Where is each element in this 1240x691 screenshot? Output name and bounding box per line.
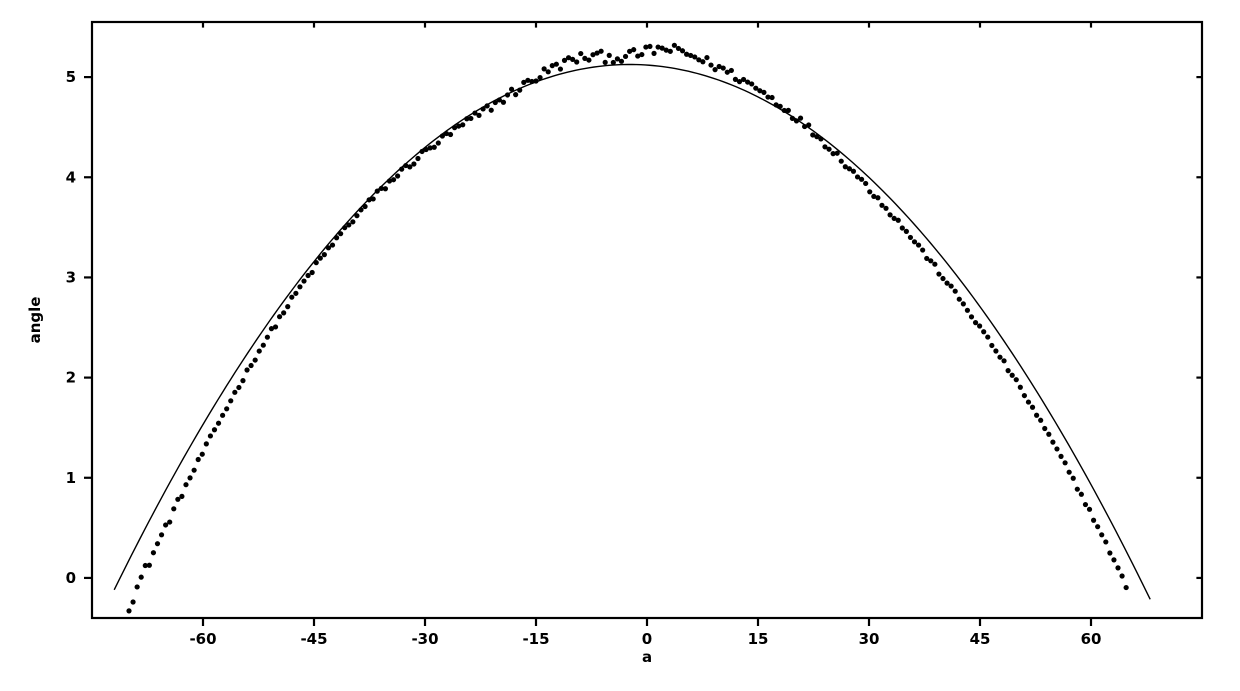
x-tick-label: -60 bbox=[189, 630, 216, 648]
y-tick-label: 3 bbox=[66, 268, 76, 286]
y-tick-label: 0 bbox=[66, 569, 76, 587]
y-tick-label: 4 bbox=[66, 168, 76, 186]
x-tick-label: 60 bbox=[1081, 630, 1102, 648]
x-tick-label: 45 bbox=[970, 630, 991, 648]
y-tick-label: 1 bbox=[66, 469, 76, 487]
y-tick-label: 5 bbox=[66, 68, 76, 86]
y-axis-label: angle bbox=[26, 297, 44, 344]
chart-svg: -60-45-30-15015304560012345aangle bbox=[0, 0, 1240, 691]
chart-container: -60-45-30-15015304560012345aangle a angl… bbox=[0, 0, 1240, 691]
x-tick-label: 15 bbox=[748, 630, 769, 648]
x-tick-label: 30 bbox=[859, 630, 880, 648]
x-tick-label: -15 bbox=[522, 630, 549, 648]
x-axis-label: a bbox=[642, 648, 652, 666]
x-tick-label: 0 bbox=[642, 630, 652, 648]
x-tick-label: -45 bbox=[300, 630, 327, 648]
y-tick-label: 2 bbox=[66, 369, 76, 387]
x-tick-label: -30 bbox=[411, 630, 438, 648]
